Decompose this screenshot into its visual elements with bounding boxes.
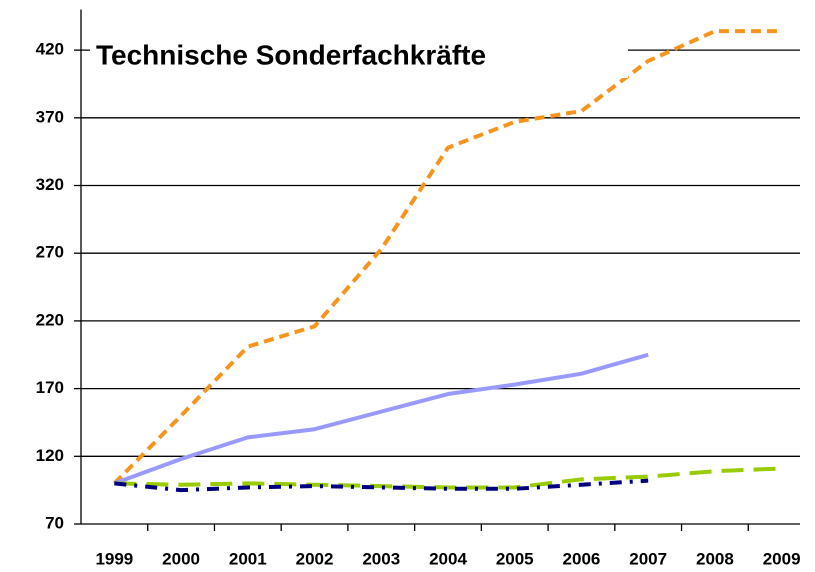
x-tick-label: 2009 [763, 549, 801, 568]
title-background [90, 34, 628, 78]
x-tick-label: 2008 [696, 549, 734, 568]
y-tick-label: 70 [45, 513, 64, 532]
x-tick-label: 2000 [162, 549, 200, 568]
series-line [113, 352, 649, 486]
x-tick-label: 2006 [563, 549, 601, 568]
series-line [114, 478, 649, 493]
series-line [112, 29, 782, 485]
series-line [114, 466, 782, 490]
x-tick-label: 2003 [362, 549, 400, 568]
x-tick-label: 2005 [496, 549, 534, 568]
grid [74, 9, 800, 531]
y-tick-label: 220 [36, 310, 64, 329]
x-tick-label: 2001 [229, 549, 267, 568]
x-tick-label: 2007 [629, 549, 667, 568]
y-tick-label: 420 [36, 40, 64, 59]
y-tick-label: 270 [36, 243, 64, 262]
x-tick-label: 2002 [296, 549, 334, 568]
y-tick-label: 120 [36, 446, 64, 465]
chart-title: Technische Sonderfachkräfte [96, 39, 486, 70]
x-tick-label: 2004 [429, 549, 467, 568]
lines [112, 29, 782, 493]
y-tick-label: 320 [36, 175, 64, 194]
y-tick-label: 170 [36, 378, 64, 397]
x-tick-label: 1999 [95, 549, 133, 568]
y-tick-label: 370 [36, 107, 64, 126]
